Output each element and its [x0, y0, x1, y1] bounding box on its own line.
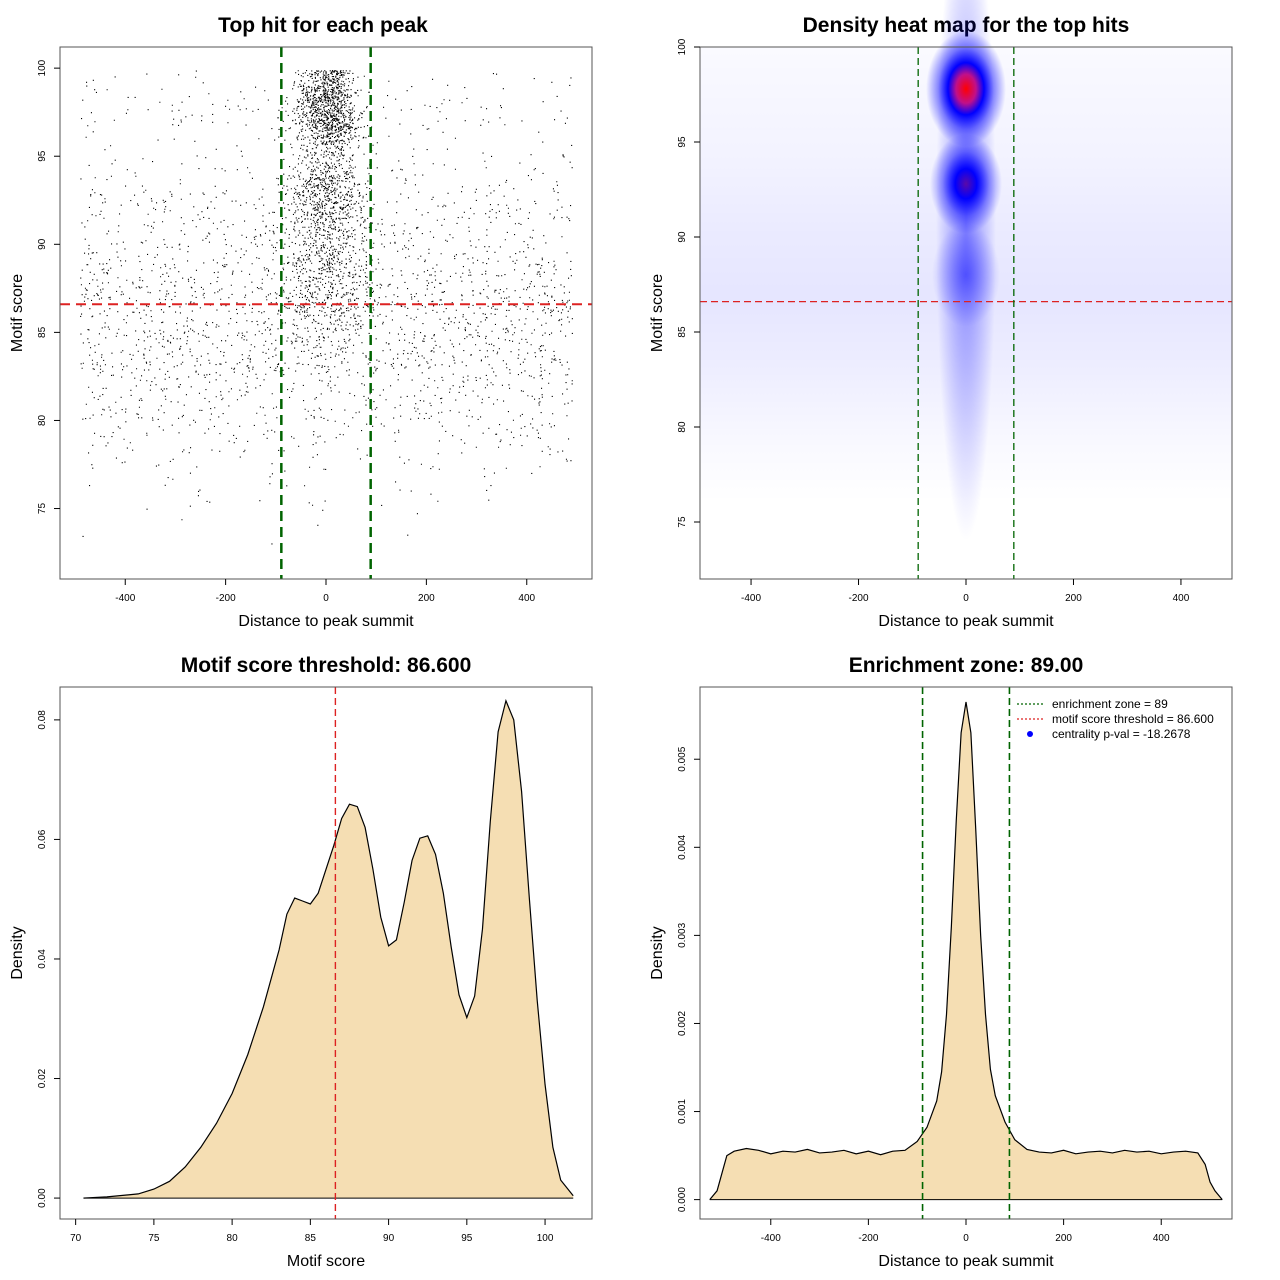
scatter-ytick-label: 75	[37, 503, 48, 515]
score-density-ytick-label: 0.04	[37, 949, 48, 969]
scatter-ytick-label: 95	[37, 150, 48, 162]
scatter-xtick-label: 0	[323, 593, 329, 604]
heatmap-axes: -400 -200 0 200 400 75 80 85 90 95 100	[677, 38, 1190, 604]
legend-zone-label: enrichment zone = 89	[1052, 697, 1168, 711]
scatter-xtick-label: -400	[115, 593, 135, 604]
heatmap-hotspot-low	[932, 223, 1000, 327]
score-density-fill	[83, 700, 574, 1199]
heatmap-hotspot-mid	[930, 133, 1002, 234]
heatmap-xtick-label: 0	[963, 593, 969, 604]
legend: enrichment zone = 89 motif score thresho…	[1017, 697, 1214, 741]
score-density-xtick-label: 80	[227, 1233, 239, 1244]
heatmap-panel: Density heat map for the top hits -400-2…	[649, 0, 1233, 630]
heatmap-ytick-label: 100	[677, 38, 688, 55]
scatter-xtick-label: 400	[518, 593, 535, 604]
score-density-curve	[83, 698, 574, 1199]
distance-density-panel: Enrichment zone: 89.00 -400 -200 0 200 400 0.…	[649, 654, 1233, 1270]
legend-threshold-label: motif score threshold = 86.600	[1052, 712, 1214, 726]
score-density-xtick-label: 90	[383, 1233, 395, 1244]
distance-density-fill	[709, 701, 1223, 1200]
distance-density-ytick-label: 0.005	[677, 746, 688, 771]
distance-density-ylabel: Density	[649, 926, 666, 979]
scatter-panel: Top hit for each peak -400 -200 0 200 400 75 8…	[9, 14, 593, 630]
heatmap-ytick-label: 85	[677, 326, 688, 338]
distance-density-title: Enrichment zone: 89.00	[849, 654, 1084, 677]
score-density-plot-frame	[59, 686, 593, 1220]
score-density-ytick-label: 0.08	[37, 710, 48, 730]
scatter-ytick-label: 100	[37, 59, 48, 76]
scatter-xlabel: Distance to peak summit	[238, 613, 414, 630]
distance-density-reference-lines	[921, 687, 1011, 1219]
heatmap-hotspot-top	[926, 30, 1006, 147]
distance-density-xtick-label: 400	[1153, 1233, 1170, 1244]
heatmap-density	[700, 0, 1232, 541]
legend-pval-label: centrality p-val = -18.2678	[1052, 727, 1191, 741]
score-density-area	[83, 698, 574, 1199]
score-density-ytick-label: 0.02	[37, 1068, 48, 1088]
score-density-ytick-label: 0.06	[37, 829, 48, 849]
heatmap-ylabel: Motif score	[649, 274, 666, 352]
scatter-points	[80, 70, 573, 545]
scatter-reference-lines	[60, 47, 592, 579]
score-density-xtick-label: 100	[537, 1233, 554, 1244]
score-density-panel: Motif score threshold: 86.600 70 75 80 85 90…	[9, 654, 593, 1270]
score-density-xtick-label: 95	[461, 1233, 473, 1244]
distance-density-curve	[709, 701, 1223, 1201]
scatter-xtick-label: -200	[216, 593, 236, 604]
heatmap-ytick-label: 80	[677, 421, 688, 433]
distance-density-ytick-label: 0.001	[677, 1099, 688, 1124]
heatmap-xtick-label: 200	[1065, 593, 1082, 604]
distance-density-ytick-label: 0.002	[677, 1011, 688, 1036]
score-density-ylabel: Density	[9, 926, 26, 979]
distance-density-xtick-label: 200	[1055, 1233, 1072, 1244]
scatter-ytick-label: 90	[37, 238, 48, 250]
scatter-title: Top hit for each peak	[218, 14, 428, 37]
score-density-axes: 70 75 80 85 90 95 100 0.00 0.02 0.04 0.06 0.08	[37, 710, 554, 1244]
distance-density-axes: -400 -200 0 200 400 0.000 0.001 0.002 0.003 0.004…	[677, 746, 1170, 1244]
distance-density-area	[709, 701, 1223, 1201]
score-density-xtick-label: 70	[70, 1233, 82, 1244]
heatmap-xlabel: Distance to peak summit	[878, 613, 1054, 630]
distance-density-ytick-label: 0.004	[677, 834, 688, 859]
scatter-ytick-label: 85	[37, 326, 48, 338]
heatmap-ytick-label: 95	[677, 136, 688, 148]
scatter-axes: -400 -200 0 200 400 75 80 85 90 95 100	[37, 59, 536, 604]
heatmap-ytick-label: 90	[677, 231, 688, 243]
heatmap-xtick-label: -400	[741, 593, 761, 604]
heatmap-ytick-label: 75	[677, 516, 688, 528]
distance-density-ytick-label: 0.000	[677, 1187, 688, 1212]
scatter-point-cloud	[80, 70, 573, 545]
legend-pval-marker	[1027, 731, 1033, 737]
score-density-xtick-label: 85	[305, 1233, 317, 1244]
scatter-ylabel: Motif score	[9, 274, 26, 352]
score-density-ytick-label: 0.00	[37, 1188, 48, 1208]
distance-density-xtick-label: 0	[963, 1233, 969, 1244]
distance-density-xtick-label: -400	[761, 1233, 781, 1244]
distance-density-xtick-label: -200	[858, 1233, 878, 1244]
score-density-title: Motif score threshold: 86.600	[181, 654, 472, 677]
heatmap-xtick-label: 400	[1173, 593, 1190, 604]
scatter-ytick-label: 80	[37, 414, 48, 426]
score-density-xtick-label: 75	[148, 1233, 160, 1244]
distance-density-xlabel: Distance to peak summit	[878, 1253, 1054, 1270]
heatmap-reference-lines	[700, 47, 1232, 579]
distance-density-ytick-label: 0.003	[677, 922, 688, 947]
scatter-xtick-label: 200	[418, 593, 435, 604]
heatmap-xtick-label: -200	[849, 593, 869, 604]
score-density-xlabel: Motif score	[287, 1253, 365, 1270]
